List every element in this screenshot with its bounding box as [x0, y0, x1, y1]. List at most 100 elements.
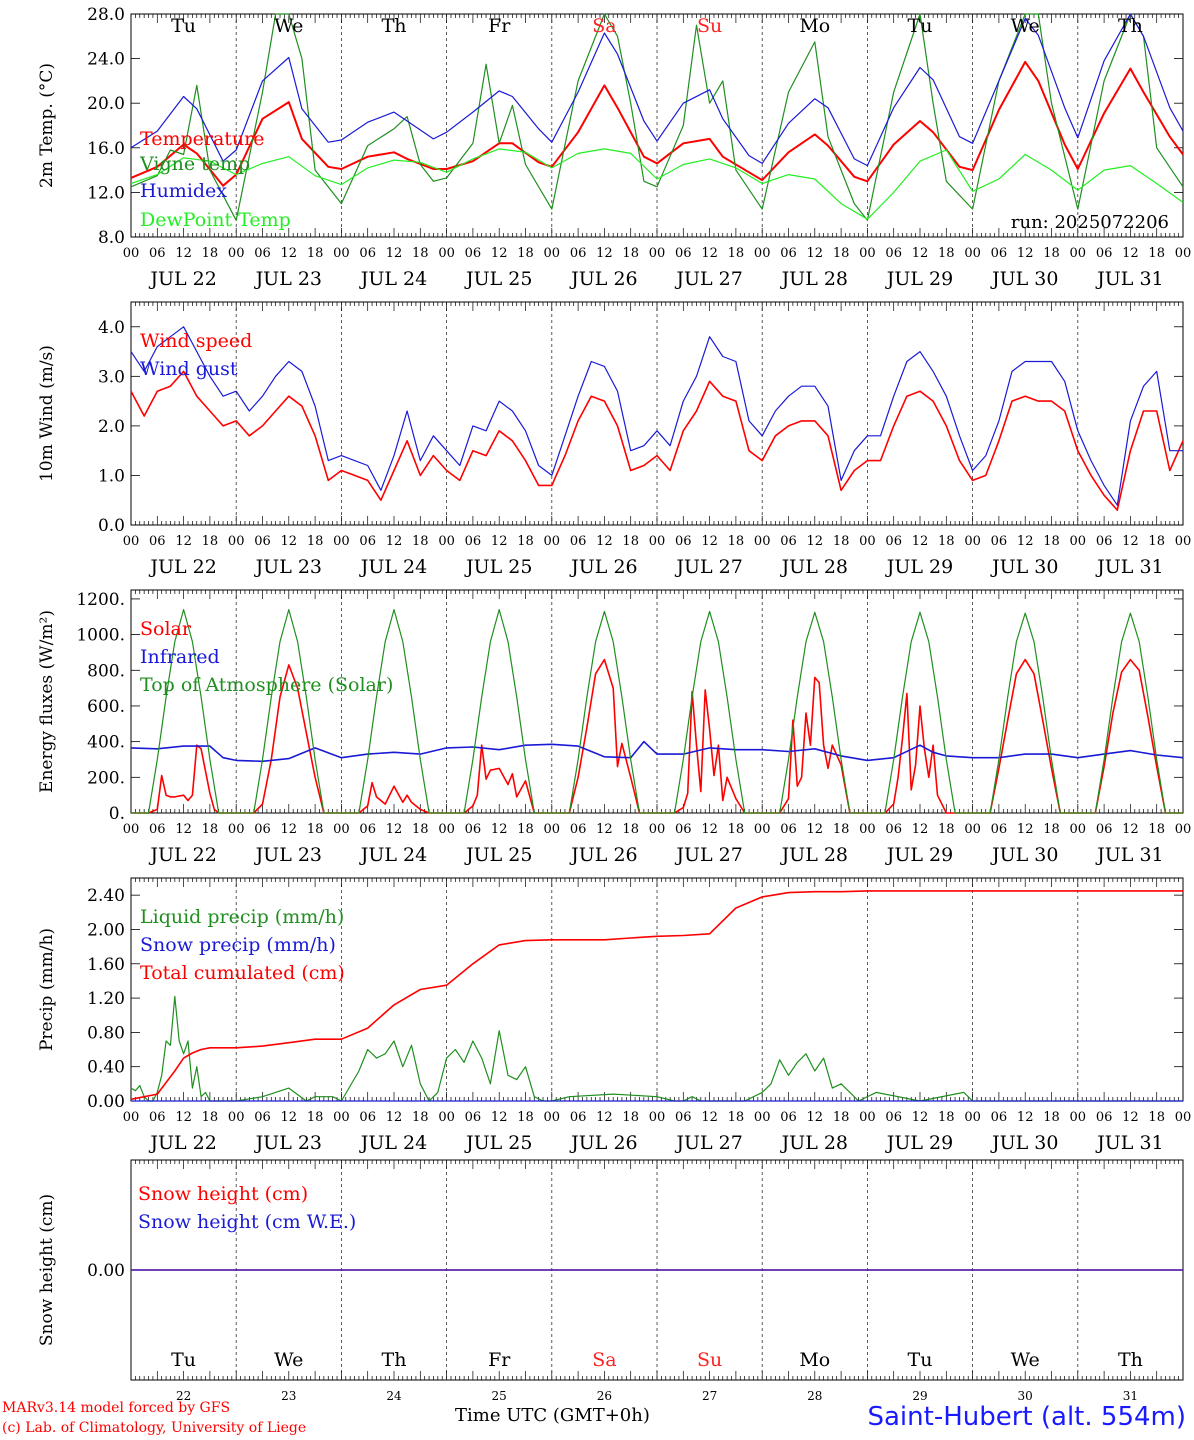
- hour-tick-label: 12: [912, 246, 929, 261]
- y-axis-label: 2m Temp. (°C): [37, 63, 57, 188]
- legend-label: Wind gust: [140, 358, 238, 380]
- hour-tick-label: 12: [701, 822, 718, 837]
- hour-tick-label: 00: [1175, 534, 1192, 549]
- hour-tick-label: 18: [833, 246, 850, 261]
- date-label: JUL 24: [359, 268, 427, 290]
- hour-tick-label: 18: [938, 246, 955, 261]
- weekday-label: Su: [697, 1349, 722, 1371]
- hour-tick-label: 12: [281, 534, 298, 549]
- date-label: JUL 22: [148, 268, 216, 290]
- hour-tick-label: 00: [333, 822, 350, 837]
- date-label: JUL 30: [990, 556, 1058, 578]
- hour-tick-label: 00: [754, 1110, 771, 1125]
- hour-tick-label: 00: [123, 822, 140, 837]
- hour-tick-label: 06: [570, 822, 587, 837]
- hour-tick-label: 00: [544, 534, 561, 549]
- hour-tick-label: 06: [254, 246, 271, 261]
- hour-tick-label: 06: [149, 822, 166, 837]
- hour-tick-label: 12: [175, 822, 192, 837]
- hour-tick-label: 06: [1096, 1110, 1113, 1125]
- date-label: JUL 27: [674, 268, 742, 290]
- lab-credit: (c) Lab. of Climatology, University of L…: [2, 1420, 307, 1436]
- hour-tick-label: 18: [202, 246, 219, 261]
- hour-tick-label: 18: [307, 246, 324, 261]
- date-label: JUL 24: [359, 844, 427, 866]
- y-tick-label: 28.0: [87, 5, 125, 25]
- y-tick-label: 0.40: [87, 1058, 125, 1078]
- series-line-temperature: [130, 60, 1184, 187]
- legend-label: Snow height (cm W.E.): [138, 1211, 356, 1233]
- date-label: JUL 23: [254, 556, 322, 578]
- date-label: JUL 30: [990, 1132, 1058, 1154]
- series-line-infrared: [130, 740, 1184, 763]
- date-label: JUL 30: [990, 844, 1058, 866]
- hour-tick-label: 06: [991, 1110, 1008, 1125]
- hour-tick-label: 18: [1148, 534, 1165, 549]
- hour-tick-label: 06: [675, 246, 692, 261]
- hour-tick-label: 06: [359, 1110, 376, 1125]
- hour-tick-label: 12: [807, 246, 824, 261]
- y-tick-label: 1.60: [87, 955, 125, 975]
- hour-tick-label: 00: [438, 246, 455, 261]
- legend-label: Top of Atmosphere (Solar): [140, 674, 393, 696]
- hour-tick-label: 00: [333, 1110, 350, 1125]
- y-tick-label: 2.0: [98, 417, 125, 437]
- hour-tick-label: 12: [1017, 246, 1034, 261]
- date-label: JUL 27: [674, 844, 742, 866]
- hour-tick-label: 06: [885, 1110, 902, 1125]
- date-label: JUL 26: [569, 1132, 637, 1154]
- hour-tick-label: 06: [570, 534, 587, 549]
- date-label: JUL 22: [148, 556, 216, 578]
- hour-tick-label: 06: [675, 534, 692, 549]
- y-tick-label: 4.0: [98, 318, 125, 338]
- hour-tick-label: 06: [254, 822, 271, 837]
- weekday-label: Tu: [908, 15, 933, 37]
- hour-tick-label: 00: [964, 1110, 981, 1125]
- series-line-humidex: [130, 13, 1184, 167]
- hour-tick-label: 18: [202, 534, 219, 549]
- hour-tick-label: 12: [491, 1110, 508, 1125]
- hour-tick-label: 12: [1122, 534, 1139, 549]
- y-tick-label: 24.0: [87, 50, 125, 70]
- hour-tick-label: 18: [412, 246, 429, 261]
- hour-tick-label: 00: [649, 1110, 666, 1125]
- hour-tick-label: 18: [517, 534, 534, 549]
- y-tick-label: 1200.: [76, 590, 125, 610]
- y-tick-label: 800.: [87, 661, 125, 681]
- model-credit: MARv3.14 model forced by GFS: [2, 1400, 231, 1416]
- y-tick-label: 16.0: [87, 139, 125, 159]
- legend-label: Temperature: [140, 128, 264, 150]
- series-line-total-cumulated-cm-: [130, 890, 1183, 1101]
- hour-tick-label: 00: [123, 1110, 140, 1125]
- weekday-label: We: [274, 15, 303, 37]
- hour-tick-label: 18: [938, 534, 955, 549]
- hour-tick-label: 18: [833, 822, 850, 837]
- legend-label: Vigne temp: [139, 153, 250, 175]
- hour-tick-label: 12: [1122, 822, 1139, 837]
- date-label: JUL 25: [464, 1132, 532, 1154]
- hour-tick-label: 06: [149, 1110, 166, 1125]
- hour-tick-label: 06: [780, 534, 797, 549]
- hour-tick-label: 00: [754, 822, 771, 837]
- hour-tick-label: 12: [807, 534, 824, 549]
- hour-tick-label: 12: [175, 246, 192, 261]
- date-label: JUL 25: [464, 556, 532, 578]
- hour-tick-label: 06: [780, 246, 797, 261]
- hour-tick-label: 12: [491, 822, 508, 837]
- hour-tick-label: 00: [964, 534, 981, 549]
- date-label: JUL 23: [254, 268, 322, 290]
- hour-tick-label: 12: [491, 246, 508, 261]
- legend-label: Total cumulated (cm): [140, 962, 345, 984]
- hour-tick-label: 06: [465, 822, 482, 837]
- hour-tick-label: 12: [701, 246, 718, 261]
- hour-tick-label: 06: [359, 534, 376, 549]
- y-axis-label: Precip (mm/h): [37, 928, 57, 1051]
- hour-tick-label: 06: [570, 246, 587, 261]
- plot-frame: [130, 13, 1184, 238]
- day-number-label: 23: [281, 1389, 296, 1403]
- hour-tick-label: 12: [596, 1110, 613, 1125]
- series-line-top-of-atmosphere-solar-: [131, 609, 1183, 814]
- date-label: JUL 24: [359, 556, 427, 578]
- hour-tick-label: 18: [833, 1110, 850, 1125]
- hour-tick-label: 00: [754, 246, 771, 261]
